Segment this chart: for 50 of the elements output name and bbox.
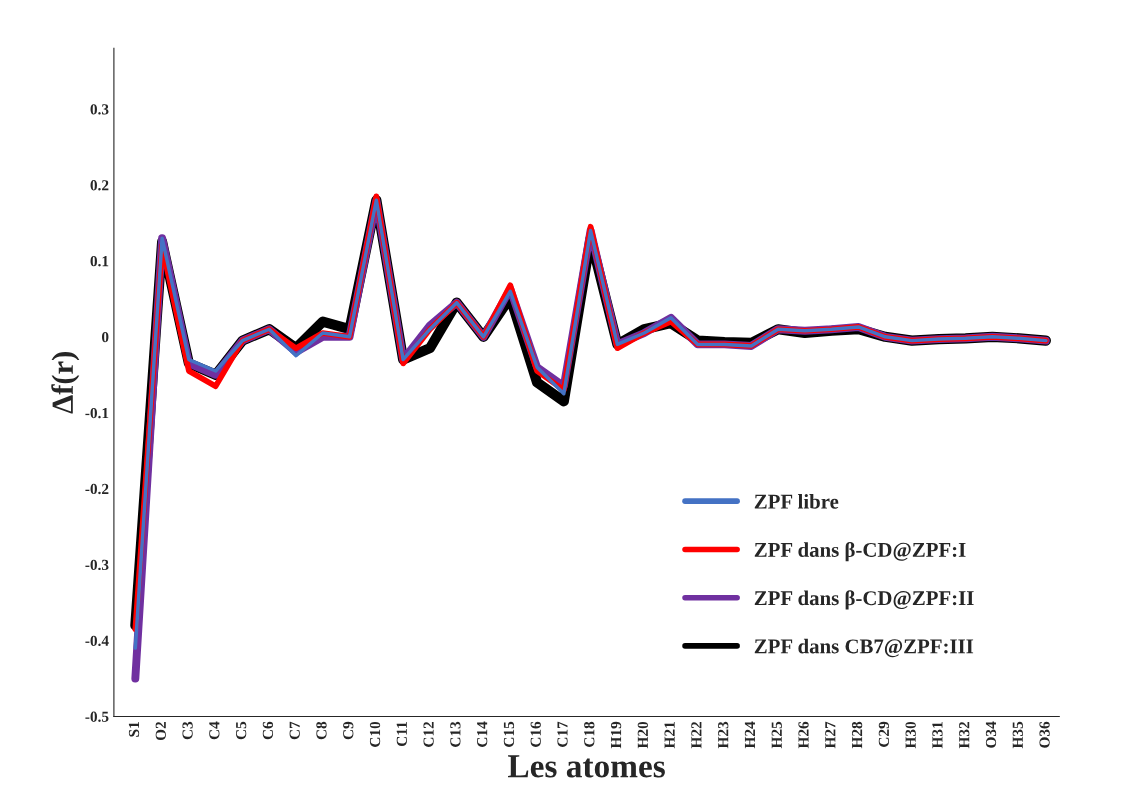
- y-tick-label: -0.3: [85, 559, 109, 571]
- x-tick-label: C10: [369, 721, 381, 747]
- x-tick-label: H28: [851, 721, 863, 749]
- x-tick-label: C16: [530, 721, 541, 747]
- x-tick-label: H32: [959, 721, 970, 749]
- x-tick-label: C3: [182, 721, 193, 740]
- x-tick-label: H21: [664, 722, 675, 749]
- x-tick-label: C29: [878, 721, 890, 747]
- x-tick-label: C7: [289, 721, 300, 740]
- y-tick-label: 0: [101, 331, 109, 343]
- y-tick-label: -0.4: [85, 635, 109, 647]
- x-tick-label: H26: [798, 721, 809, 749]
- legend-label: ZPF libre: [754, 493, 839, 509]
- x-tick-label: C14: [477, 721, 488, 747]
- x-tick-label: H30: [905, 721, 916, 749]
- legend-label: ZPF dans β-CD@ZPF:I: [754, 542, 966, 562]
- x-tick-label: H19: [610, 721, 622, 749]
- x-tick-label: O34: [985, 721, 997, 748]
- x-tick-label: C4: [209, 721, 220, 740]
- x-tick-label: C6: [262, 721, 274, 740]
- x-tick-label: C9: [343, 721, 354, 740]
- x-tick-label: C8: [316, 721, 327, 740]
- x-tick-label: H22: [691, 721, 702, 749]
- x-tick-label: C18: [584, 721, 595, 747]
- y-axis-title: Δf(r): [51, 352, 80, 414]
- x-axis-title: Les atomes: [508, 755, 665, 778]
- legend-label: ZPF dans CB7@ZPF:III: [754, 638, 974, 658]
- x-tick-label: H20: [637, 721, 648, 749]
- legend-label: ZPF dans β-CD@ZPF:II: [754, 590, 974, 610]
- x-tick-label: H35: [1012, 721, 1023, 749]
- x-tick-label: H31: [932, 722, 943, 749]
- y-tick-label: -0.1: [85, 407, 109, 419]
- x-tick-label: C17: [557, 721, 568, 747]
- x-tick-label: H27: [825, 721, 836, 749]
- y-tick-label: -0.2: [85, 483, 109, 495]
- x-tick-label: C5: [236, 721, 247, 740]
- x-tick-label: C12: [423, 721, 434, 747]
- x-tick-label: O36: [1039, 721, 1050, 748]
- y-tick-label: 0.2: [90, 180, 109, 191]
- y-tick-label: 0.3: [90, 104, 109, 115]
- y-tick-label: -0.5: [85, 711, 109, 722]
- x-tick-label: H24: [744, 721, 755, 749]
- y-tick-label: 0.1: [90, 256, 109, 267]
- x-tick-label: C15: [503, 721, 515, 747]
- x-tick-label: H25: [771, 721, 782, 749]
- x-tick-label: C11: [396, 722, 407, 747]
- x-tick-label: H23: [718, 721, 729, 749]
- x-tick-label: C13: [450, 721, 461, 747]
- x-tick-label: O2: [155, 721, 166, 741]
- x-tick-label: S1: [128, 722, 140, 737]
